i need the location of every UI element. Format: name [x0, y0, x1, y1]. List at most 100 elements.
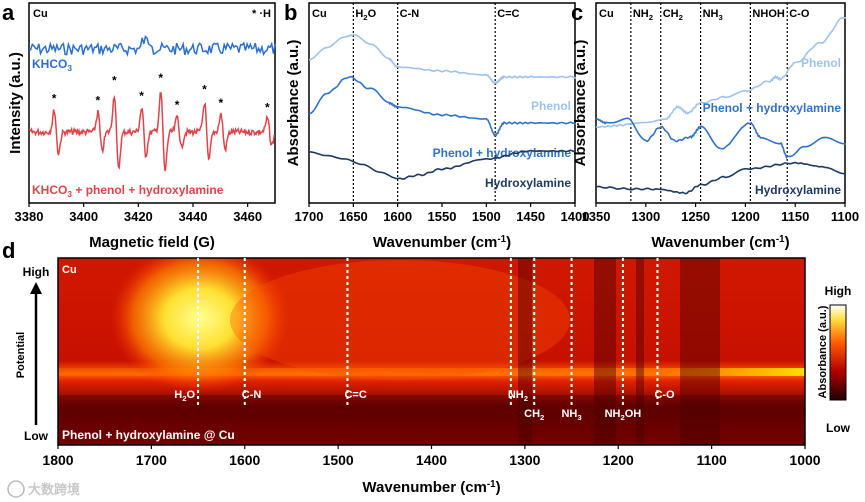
panel-c-xtick-label: 1100 — [831, 209, 859, 224]
panel-a-xtick-label: 3400 — [69, 209, 98, 224]
colorbar-high-label: High — [825, 284, 852, 298]
panel-d-xtick-label: 1100 — [696, 452, 727, 468]
panel-c-legend-1: Phenol + hydroxylamine — [703, 101, 842, 115]
panel-c-marker-label-oh: OH — [768, 8, 785, 20]
panel-label-a: a — [2, 0, 15, 25]
panel-d-marker-label: C-O — [654, 389, 675, 401]
panel-a-corner-label: Cu — [33, 8, 48, 20]
panel-a-xtick-label: 3420 — [124, 209, 153, 224]
panel-a-xlabel: Magnetic field (G) — [89, 234, 215, 251]
panel-b-xtick-label: 1600 — [383, 209, 412, 224]
panel-c-series-phenol-hydroxylamine — [595, 117, 846, 160]
panel-d-xtick-label: 1600 — [229, 452, 260, 468]
panel-a-peak-asterisk: * — [52, 91, 57, 105]
panel-b-marker-label: H2O — [355, 8, 376, 22]
panel-c-xtick-label: 1350 — [582, 209, 611, 224]
panel-a-series-mixture — [28, 92, 275, 172]
panel-c-legend-0: Phenol — [801, 56, 841, 70]
panel-a-frame — [28, 2, 276, 204]
panel-d-marker-label: H2O — [174, 389, 195, 403]
panel-b-xtick-label: 1550 — [428, 209, 457, 224]
panel-c-marker-label: C-O — [789, 8, 810, 20]
panel-c-xtick-label: 1300 — [631, 209, 660, 224]
potential-arrow-icon — [30, 282, 42, 294]
panel-b-marker-label: C=C — [497, 8, 519, 20]
panel-c-corner-label: Cu — [599, 8, 614, 20]
panel-b-xlabel: Wavenumber (cm-1) — [373, 234, 511, 251]
heatmap-dark-column — [518, 258, 532, 445]
panel-label-d: d — [2, 238, 15, 263]
panel-c-ylabel: Absorbance (a.u.) — [572, 40, 589, 167]
panel-a-xtick-label: 3380 — [15, 209, 44, 224]
panel-b-legend-1: Phenol + hydroxylamine — [433, 146, 572, 160]
heatmap-dark-column — [636, 258, 644, 445]
panel-d-xtick-label: 1500 — [323, 452, 354, 468]
colorbar — [829, 304, 847, 401]
panel-a-peak-asterisk: * — [158, 71, 163, 85]
panel-b-legend-2: Hydroxylamine — [485, 176, 571, 190]
panel-a-legend-mixture: KHCO3 + phenol + hydroxylamine — [32, 183, 224, 199]
panel-d-xtick-label: 1700 — [136, 452, 167, 468]
panel-d-marker-label: C-N — [242, 389, 262, 401]
heatmap-dark-column — [594, 258, 616, 445]
colorbar-low-label: Low — [826, 421, 851, 435]
panel-d-marker-label: NH2OH — [605, 408, 642, 422]
panel-c-series-hydroxylamine — [595, 161, 846, 195]
panel-a-peak-asterisk: * — [202, 82, 207, 96]
panel-a-series-khco3 — [28, 35, 276, 57]
panel-b-xtick-label: 1450 — [516, 209, 545, 224]
panel-b-xtick-label: 1400 — [561, 209, 590, 224]
panel-b-series-phenol — [308, 33, 576, 85]
panel-a-peak-asterisk: * — [265, 100, 270, 114]
watermark: 大数跨境 — [28, 482, 80, 497]
panel-c-xtick-label: 1150 — [781, 209, 809, 224]
panel-d-corner-label: Cu — [62, 264, 77, 276]
panel-c-marker-label: NH2 — [633, 8, 653, 22]
panel-a-ylabel: Intensity (a.u.) — [7, 52, 24, 154]
heatmap-glow — [230, 260, 570, 380]
panel-a-peak-asterisk: * — [96, 94, 101, 108]
panel-d-ylabel: Potential — [15, 332, 27, 378]
panel-c-series-phenol — [595, 17, 846, 129]
heatmap-hotspot — [110, 258, 290, 393]
panel-d-marker-label: NH3 — [561, 408, 581, 422]
panel-d-marker-label: C=C — [344, 389, 366, 401]
panel-b-series-hydroxylamine — [308, 149, 576, 180]
panel-d-xtick-label: 1200 — [603, 452, 634, 468]
panel-a-legend-khco3: KHCO3 — [32, 57, 72, 73]
heatmap-dark-band — [58, 395, 805, 445]
panel-b-xtick-label: 1700 — [295, 209, 324, 224]
panel-a-xtick-label: 3460 — [233, 209, 262, 224]
panel-d-y-high: High — [23, 265, 50, 279]
panel-b-xtick-label: 1650 — [339, 209, 368, 224]
panel-c-frame — [595, 2, 846, 204]
panel-label-c: c — [571, 0, 583, 25]
panel-a-xtick-label: 3440 — [179, 209, 208, 224]
panel-d-marker-label: NH2 — [508, 389, 528, 403]
panel-b-xtick-label: 1500 — [472, 209, 501, 224]
panel-a-peak-asterisk: * — [219, 96, 224, 110]
panel-d-marker-label: CH2 — [524, 408, 544, 422]
panel-c-xtick-label: 1250 — [681, 209, 710, 224]
panel-d-xtick-label: 1800 — [42, 452, 73, 468]
panel-d-y-low: Low — [24, 429, 49, 443]
panel-d-xtick-label: 1300 — [509, 452, 540, 468]
panel-b-ylabel: Absorbance (a.u.) — [285, 40, 302, 167]
panel-c-legend-2: Hydroxylamine — [755, 183, 841, 197]
panel-a-peak-asterisk: * — [175, 98, 180, 112]
heatmap-band — [58, 368, 805, 376]
panel-d-xlabel: Wavenumber (cm-1) — [362, 479, 500, 496]
panel-d-caption: Phenol + hydroxylamine @ Cu — [62, 428, 235, 442]
heatmap — [58, 258, 805, 445]
panel-d-xtick-label: 1000 — [789, 452, 820, 468]
panel-c-marker-label: NH — [752, 8, 768, 20]
panel-d-xtick-label: 1400 — [416, 452, 447, 468]
panel-c-xlabel: Wavenumber (cm-1) — [651, 234, 789, 251]
colorbar-label: Absorbance (a.u.) — [817, 305, 829, 398]
panel-c-marker-label: NH3 — [703, 8, 723, 22]
heatmap-dark-column — [680, 258, 720, 445]
panel-c-xtick-label: 1200 — [731, 209, 760, 224]
panel-b-corner-label: Cu — [312, 8, 327, 20]
panel-b-legend-0: Phenol — [531, 99, 571, 113]
